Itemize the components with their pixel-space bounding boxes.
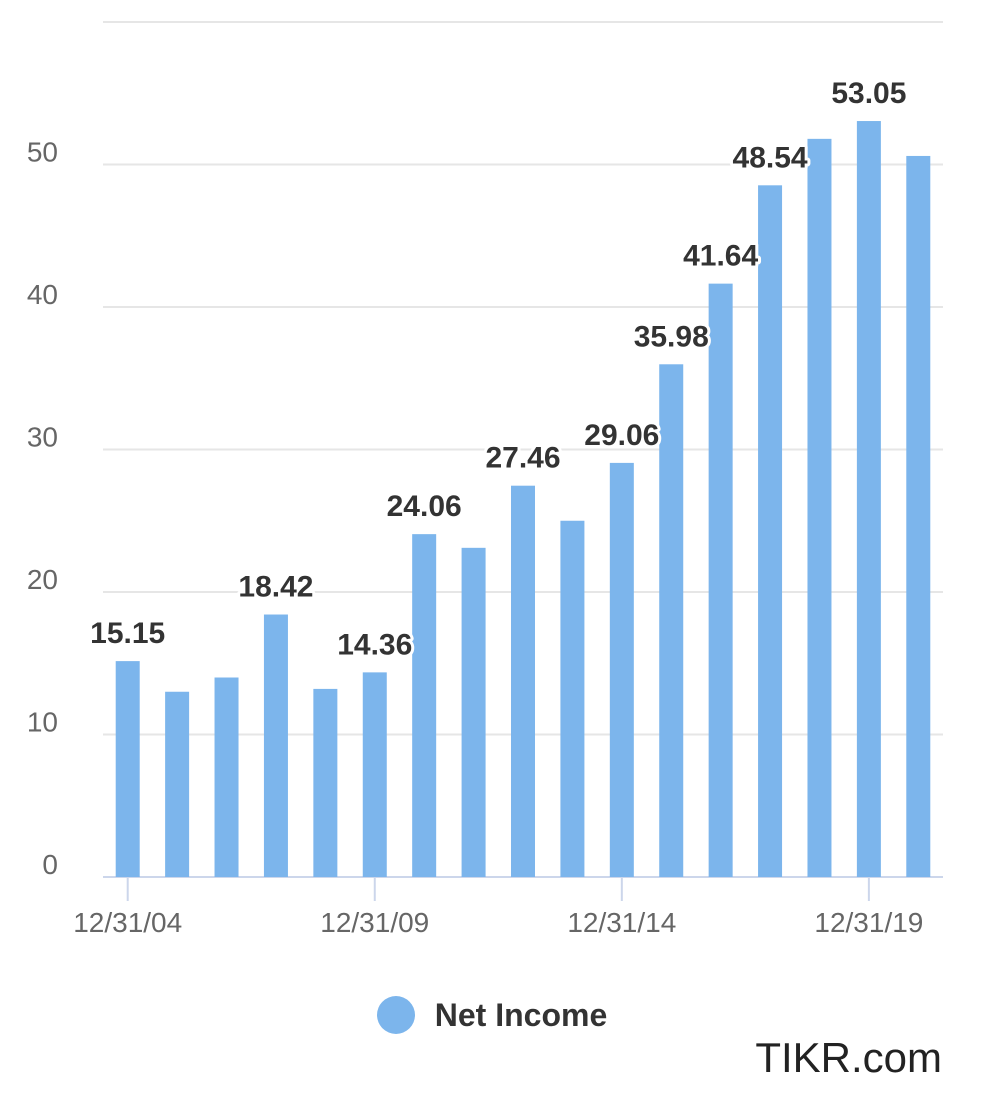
x-tick-label: 12/31/04 [73,907,182,938]
x-tick-label: 12/31/14 [567,907,676,938]
data-label: 53.05 [831,77,906,110]
bar-12-31-05[interactable] [165,691,190,877]
bar-12-31-10[interactable] [412,534,437,877]
tikr-watermark: TIKR.com [755,1034,942,1081]
bar-12-31-09[interactable] [362,672,387,877]
bar-12-31-08[interactable] [313,688,338,877]
y-tick-label: 50 [27,137,58,168]
data-label: 14.36 [337,628,412,661]
y-tick-label: 20 [27,564,58,595]
data-label: 18.42 [238,571,313,604]
data-label: 27.46 [485,442,560,475]
bar-12-31-20[interactable] [906,155,931,877]
legend-label-net-income: Net Income [434,996,608,1033]
bar-12-31-11[interactable] [461,547,486,877]
data-label: 41.64 [683,240,758,273]
bar-12-31-19[interactable] [856,121,881,878]
bar-12-31-18[interactable] [807,138,832,878]
net-income-bar-chart: 0 10 20 30 40 50 15.15 18.42 14.36 24.06 27.46 29.0… [27,21,943,938]
data-label: 35.98 [634,320,709,353]
bar-12-31-07[interactable] [263,614,288,877]
y-tick-label: 0 [42,849,58,880]
data-label: 29.06 [584,419,659,452]
x-tick-label: 12/31/09 [320,907,429,938]
bar-12-31-13[interactable] [560,520,585,877]
y-tick-label: 10 [27,707,58,738]
data-label: 48.54 [733,141,808,174]
bar-12-31-06[interactable] [214,677,239,878]
bar-12-31-15[interactable] [659,364,684,877]
legend-marker-icon [376,996,415,1034]
data-label: 24.06 [387,490,462,523]
bar-12-31-16[interactable] [708,283,733,877]
y-tick-label: 40 [27,279,58,310]
bar-12-31-17[interactable] [758,185,783,877]
chart-legend[interactable]: Net Income [0,990,984,1040]
bar-12-31-12[interactable] [511,485,535,877]
y-tick-label: 30 [27,422,58,453]
bar-12-31-14[interactable] [609,462,634,877]
bar-12-31-04[interactable] [115,661,140,877]
x-tick-label: 12/31/19 [814,907,923,938]
data-label: 15.15 [90,617,165,650]
